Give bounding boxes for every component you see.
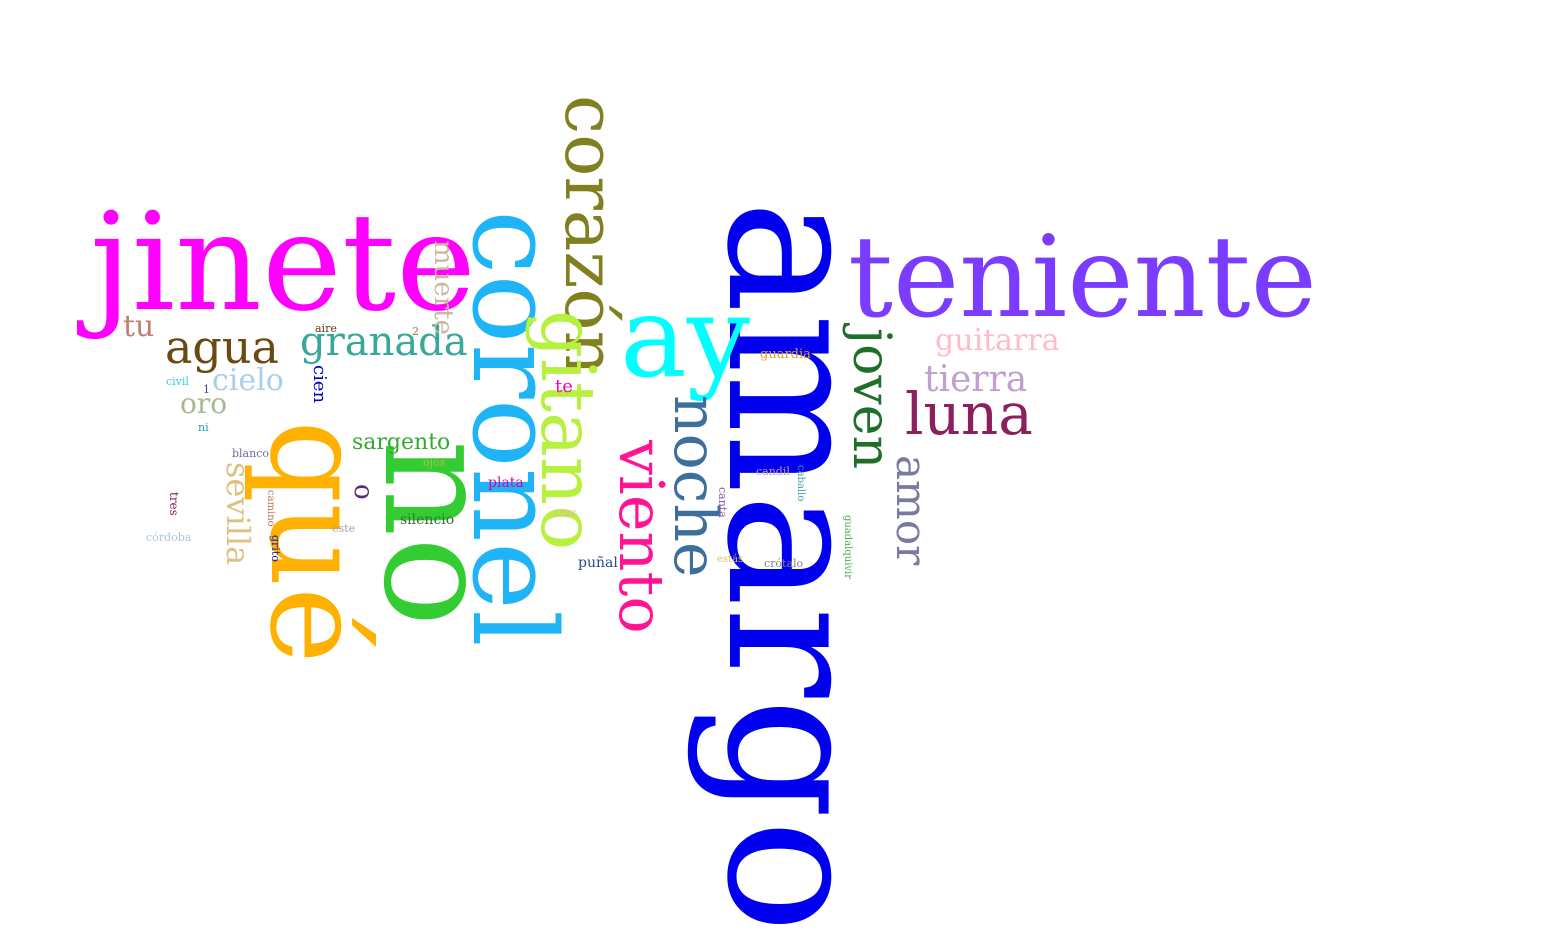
- word-muerte: muerte: [428, 240, 458, 336]
- word-crótalo: crótalo: [764, 557, 804, 570]
- word-puñal: puñal: [578, 555, 618, 571]
- word-guitarra: guitarra: [935, 323, 1060, 358]
- word-grito: grito: [269, 535, 282, 562]
- word-teniente: teniente: [848, 213, 1317, 343]
- word-granada: granada: [300, 319, 468, 365]
- word-plata: plata: [488, 475, 524, 491]
- word-caballo: caballo: [795, 465, 806, 502]
- word-cien: cien: [309, 365, 330, 404]
- word-civil: civil: [166, 375, 189, 388]
- word-sevilla: sevilla: [219, 462, 257, 566]
- word-córdoba: córdoba: [146, 531, 192, 544]
- word-tierra: tierra: [924, 359, 1028, 400]
- word-ay: ay: [620, 273, 751, 403]
- word-ni: ni: [198, 421, 209, 434]
- word-luna: luna: [905, 380, 1033, 448]
- word-agua: agua: [165, 320, 279, 374]
- word-amor: amor: [887, 455, 936, 566]
- word-canta: canta: [716, 487, 729, 518]
- word-silencio: silencio: [400, 512, 455, 528]
- word-tres: tres: [167, 492, 181, 516]
- word-guardia: guardia: [760, 347, 811, 362]
- word-candil: candil: [756, 465, 790, 478]
- word-cielo: cielo: [212, 363, 284, 398]
- word-ojos: ojos: [423, 456, 446, 469]
- word-o: o: [348, 484, 378, 500]
- word-guadalquivir: guadalquivir: [842, 515, 853, 580]
- word-tu: tu: [123, 309, 155, 344]
- word-camino: camino: [265, 490, 276, 527]
- word-jinete: jinete: [90, 184, 477, 341]
- word-oro: oro: [180, 387, 228, 420]
- word-sargento: sargento: [352, 430, 451, 455]
- word-cruz: cruz: [554, 508, 577, 519]
- word-te: te: [555, 376, 573, 397]
- word-1: 1: [203, 383, 210, 396]
- word-aire: aire: [315, 322, 337, 335]
- word-2: 2: [412, 325, 419, 338]
- word-joven: joven: [841, 328, 901, 470]
- word-blanco: blanco: [232, 447, 269, 460]
- word-este: este: [332, 522, 356, 535]
- word-estás: estás: [717, 554, 744, 565]
